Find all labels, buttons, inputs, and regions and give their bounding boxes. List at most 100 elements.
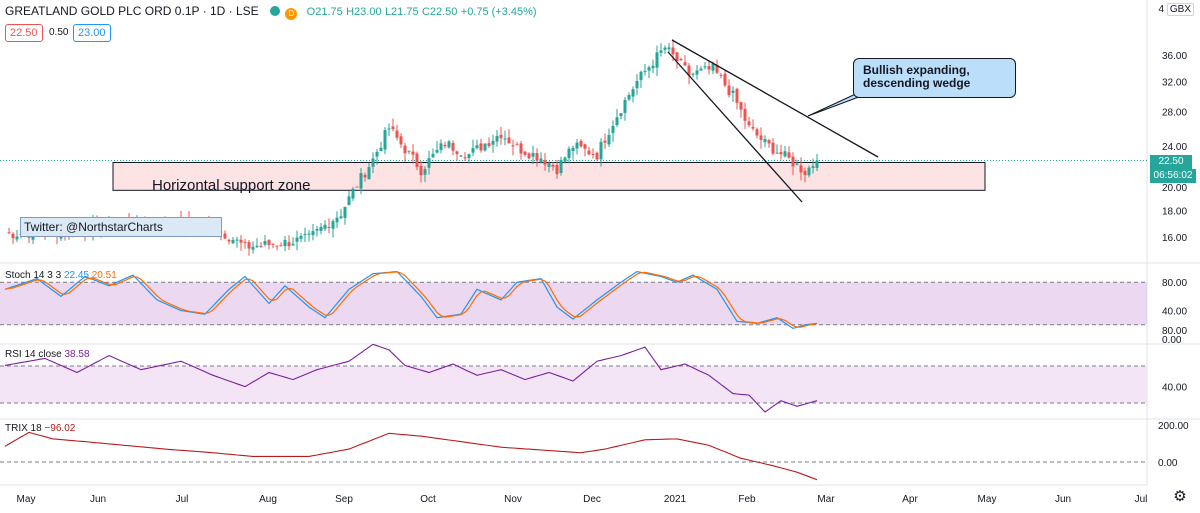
candle-body xyxy=(351,188,355,199)
candle-body xyxy=(423,168,427,175)
stoch-d-line xyxy=(4,271,818,328)
candle-body xyxy=(519,143,523,154)
candle-body xyxy=(487,143,491,147)
currency-indicator[interactable]: 4 GBX xyxy=(1159,3,1194,16)
candle-body xyxy=(619,113,623,117)
time-axis-tick: May xyxy=(978,494,997,505)
candle-body xyxy=(771,142,775,154)
time-axis-tick: Aug xyxy=(259,494,277,505)
market-status-icon[interactable] xyxy=(269,6,280,16)
candle-body xyxy=(755,129,759,136)
candle-body xyxy=(639,71,643,81)
candle-body xyxy=(515,144,519,146)
candle-body xyxy=(299,235,303,239)
rsi-legend[interactable]: RSI 14 close 38.58 xyxy=(5,349,90,360)
stoch-band xyxy=(0,282,1147,325)
last-price-tag: 22.50 xyxy=(1150,155,1192,169)
candle-body xyxy=(303,233,307,235)
candle-body xyxy=(311,231,315,236)
candle-body xyxy=(223,233,227,239)
candle-body xyxy=(591,153,595,155)
candle-body xyxy=(531,152,535,157)
candle-body xyxy=(347,196,351,206)
stoch-legend[interactable]: Stoch 14 3 3 22.45 20.51 xyxy=(5,270,117,281)
candle-body xyxy=(503,138,507,140)
delayed-data-icon[interactable]: D xyxy=(285,8,298,20)
time-axis-tick: Oct xyxy=(420,494,436,505)
candle-body xyxy=(583,144,587,149)
candle-body xyxy=(443,144,447,147)
candle-body xyxy=(359,173,363,189)
candle-body xyxy=(759,135,763,140)
candle-body xyxy=(595,152,599,160)
trix-axis-tick: 200.00 xyxy=(1158,421,1189,432)
candle-body xyxy=(587,150,591,155)
ask-price-pill[interactable]: 23.00 xyxy=(73,24,111,42)
candle-body xyxy=(343,206,347,218)
candle-body xyxy=(243,241,247,243)
candle-body xyxy=(391,126,395,130)
time-axis-tick: Apr xyxy=(902,494,918,505)
twitter-credit-box[interactable]: Twitter: @NorthstarCharts xyxy=(20,217,222,237)
candle-body xyxy=(483,143,487,151)
bid-price-pill[interactable]: 22.50 xyxy=(5,24,43,42)
candle-body xyxy=(319,226,323,231)
candle-body xyxy=(779,152,783,155)
stoch-axis-tick: 80.00 xyxy=(1162,278,1187,289)
candle-body xyxy=(527,153,531,159)
price-axis-tick: 18.00 xyxy=(1162,207,1187,218)
candle-body xyxy=(491,140,495,145)
candle-body xyxy=(427,158,431,168)
candle-body xyxy=(603,140,607,143)
candle-body xyxy=(811,166,815,168)
candle-body xyxy=(499,134,503,139)
candle-body xyxy=(7,232,11,234)
candle-body xyxy=(323,224,327,229)
candle-body xyxy=(419,166,423,176)
candle-body xyxy=(719,74,723,76)
price-axis-tick: 28.00 xyxy=(1162,107,1187,118)
candle-body xyxy=(411,151,415,155)
candle-body xyxy=(415,153,419,167)
trix-legend[interactable]: TRIX 18 −96.02 xyxy=(5,423,75,434)
candle-body xyxy=(247,242,251,249)
candle-body xyxy=(295,237,299,242)
candle-body xyxy=(375,151,379,157)
candle-body xyxy=(687,65,691,76)
candle-body xyxy=(791,156,795,167)
candle-body xyxy=(679,59,683,61)
candle-body xyxy=(271,243,275,245)
candle-body xyxy=(11,233,15,239)
candle-body xyxy=(739,102,743,110)
currency-label: GBX xyxy=(1166,3,1194,16)
candle-body xyxy=(447,141,451,148)
candle-body xyxy=(507,137,511,144)
candle-body xyxy=(459,155,463,157)
symbol-title[interactable]: GREATLAND GOLD PLC ORD 0.1P · 1D · LSE xyxy=(5,4,259,18)
wedge-callout-text: Bullish expanding, descending wedge xyxy=(863,63,971,90)
candle-body xyxy=(727,85,731,96)
candle-body xyxy=(731,90,735,93)
chart-settings-gear-icon[interactable]: ⚙ xyxy=(1173,488,1187,505)
candle-body xyxy=(747,121,751,126)
candle-body xyxy=(659,50,663,53)
support-zone-label[interactable]: Horizontal support zone xyxy=(152,177,311,194)
candle-body xyxy=(435,149,439,153)
time-axis-tick: Mar xyxy=(817,494,835,505)
time-axis-tick: Jun xyxy=(90,494,106,505)
stoch-axis-tick: 0.00 xyxy=(1162,335,1182,346)
candle-body xyxy=(579,140,583,147)
candle-body xyxy=(315,229,319,231)
time-axis-tick: Dec xyxy=(583,494,601,505)
candle-body xyxy=(643,70,647,72)
wedge-callout[interactable]: Bullish expanding, descending wedge xyxy=(853,58,1016,98)
candle-body xyxy=(571,147,575,152)
candle-body xyxy=(607,134,611,145)
candle-body xyxy=(795,163,799,165)
candle-body xyxy=(255,245,259,248)
candle-body xyxy=(647,67,651,71)
candle-body xyxy=(383,130,387,150)
bar-countdown-tag: 06:56:02 xyxy=(1150,169,1196,183)
price-axis-tick: 20.00 xyxy=(1162,183,1187,194)
